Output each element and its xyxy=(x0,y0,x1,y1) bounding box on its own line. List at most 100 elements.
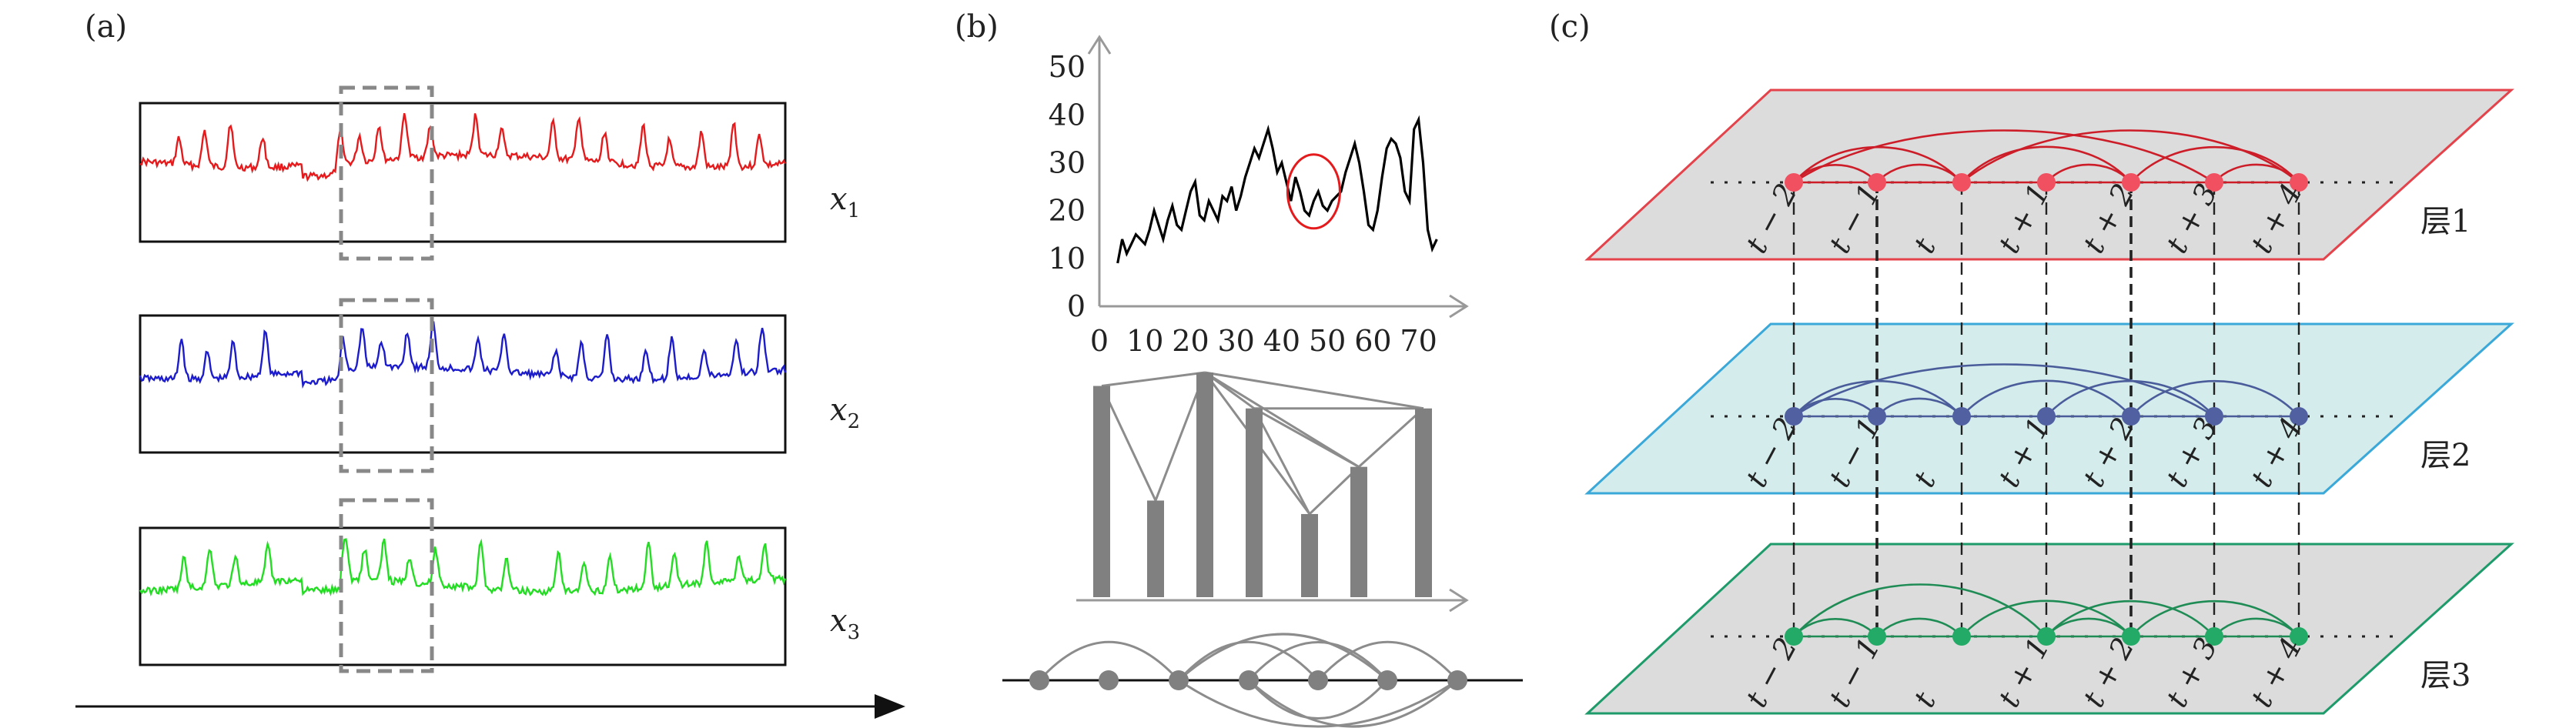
series-x1-label: x1 xyxy=(830,182,860,222)
visibility-bar xyxy=(1147,500,1164,597)
layer-node xyxy=(2037,407,2056,426)
layer-node xyxy=(2122,627,2140,646)
sliding-windows xyxy=(339,85,434,673)
layer-node xyxy=(2037,627,2056,646)
visibility-link xyxy=(1253,407,1360,468)
layer-node xyxy=(1868,407,1886,426)
intralayer-link xyxy=(1793,583,2047,637)
layer-node xyxy=(1785,627,1803,646)
intralayer-link xyxy=(2046,163,2132,183)
intralayer-link xyxy=(1876,397,1962,417)
x-tick-label: 60 xyxy=(1354,324,1391,358)
arc-node xyxy=(1447,670,1467,690)
intralayer-link xyxy=(2130,600,2300,637)
visibility-link xyxy=(1100,385,1157,502)
panel-b-label: (b) xyxy=(955,9,999,45)
arc-edge xyxy=(1247,679,1389,720)
panel-a: (a) x1 x2 x3 xyxy=(75,9,905,719)
visibility-bar xyxy=(1246,408,1263,597)
series-x3-label: x3 xyxy=(830,603,860,644)
visibility-link xyxy=(1101,371,1206,388)
intralayer-link xyxy=(2130,146,2300,183)
layer-node xyxy=(2205,407,2223,426)
series-x1-frame xyxy=(139,102,787,243)
layer-node xyxy=(2122,173,2140,192)
layer-node xyxy=(2290,627,2308,646)
series-x1-trace xyxy=(139,112,787,182)
layer-node xyxy=(1868,173,1886,192)
series-x2-frame xyxy=(139,314,787,454)
x-tick-label: 30 xyxy=(1218,324,1255,358)
visibility-links xyxy=(1100,371,1425,516)
intralayer-link xyxy=(2130,380,2300,417)
x-tick-label: 0 xyxy=(1090,324,1109,358)
arc-edge xyxy=(1178,679,1458,728)
arc-node xyxy=(1029,670,1049,690)
intralayer-link xyxy=(2213,617,2300,637)
sliding-window-3 xyxy=(339,498,434,673)
visibility-bar xyxy=(1301,513,1318,597)
layer-node xyxy=(2290,407,2308,426)
bar-axis xyxy=(1076,588,1469,613)
arc-node xyxy=(1169,670,1189,690)
time-arrow xyxy=(75,694,905,719)
layer-name: 层1 xyxy=(2420,204,2471,239)
visibility-bar xyxy=(1415,408,1432,597)
intralayer-link xyxy=(1876,163,1962,183)
x-tick-label: 50 xyxy=(1309,324,1346,358)
visibility-link xyxy=(1204,371,1360,468)
intralayer-link xyxy=(1876,617,1962,637)
series-x2-trace xyxy=(139,321,787,389)
arc-nodes xyxy=(1029,670,1467,690)
arc-edge xyxy=(1038,640,1180,682)
arc-edges xyxy=(1038,633,1459,728)
y-tick-label: 0 xyxy=(1067,289,1086,323)
layer-name: 层2 xyxy=(2420,438,2471,473)
visibility-link xyxy=(1204,371,1424,410)
layer-node xyxy=(2205,627,2223,646)
series-x3-trace xyxy=(139,538,787,597)
layer-node xyxy=(1952,627,1971,646)
layer-node xyxy=(1952,173,1971,192)
y-tick-label: 50 xyxy=(1049,50,1086,84)
arc-node xyxy=(1099,670,1119,690)
arc-edge xyxy=(1316,640,1459,682)
intralayer-link xyxy=(2213,163,2300,183)
sliding-window-1 xyxy=(339,85,434,261)
y-tick-label: 30 xyxy=(1049,145,1086,179)
layer-node xyxy=(2290,173,2308,192)
series-x2-label: x2 xyxy=(830,392,860,433)
visibility-bar xyxy=(1196,372,1213,597)
panel-c-label: (c) xyxy=(1549,9,1591,45)
layer-node xyxy=(2037,173,2056,192)
arc-edge xyxy=(1248,679,1458,728)
visibility-link xyxy=(1357,407,1425,468)
y-tick-label: 20 xyxy=(1049,194,1086,228)
intralayer-link xyxy=(1961,129,2300,184)
x-tick-label: 10 xyxy=(1126,324,1163,358)
y-tick-label: 40 xyxy=(1049,98,1086,132)
bar-axis-arrow xyxy=(1449,588,1469,613)
series-line xyxy=(1116,115,1438,264)
y-axis-arrow xyxy=(1087,35,1112,55)
intralayer-link xyxy=(1961,145,2132,183)
visibility-bar xyxy=(1350,466,1367,597)
layer-node xyxy=(1868,627,1886,646)
highlight-circle xyxy=(1286,153,1341,230)
arc-node xyxy=(1377,670,1397,690)
layer-node xyxy=(1785,173,1803,192)
arc-edge xyxy=(1177,640,1320,682)
x-tick-labels: 0 10 20 30 40 50 60 70 xyxy=(1090,324,1437,358)
intralayer-link xyxy=(2046,380,2215,417)
visibility-bar xyxy=(1093,386,1110,597)
x-tick-label: 40 xyxy=(1263,324,1300,358)
visibility-link xyxy=(1253,408,1311,515)
intralayer-link xyxy=(2046,600,2215,637)
y-tick-labels: 0 10 20 30 40 50 xyxy=(1049,50,1086,323)
arc-edge xyxy=(1178,633,1388,682)
arc-node xyxy=(1308,670,1328,690)
intralayer-link xyxy=(1961,379,2132,417)
y-tick-label: 10 xyxy=(1049,242,1086,276)
